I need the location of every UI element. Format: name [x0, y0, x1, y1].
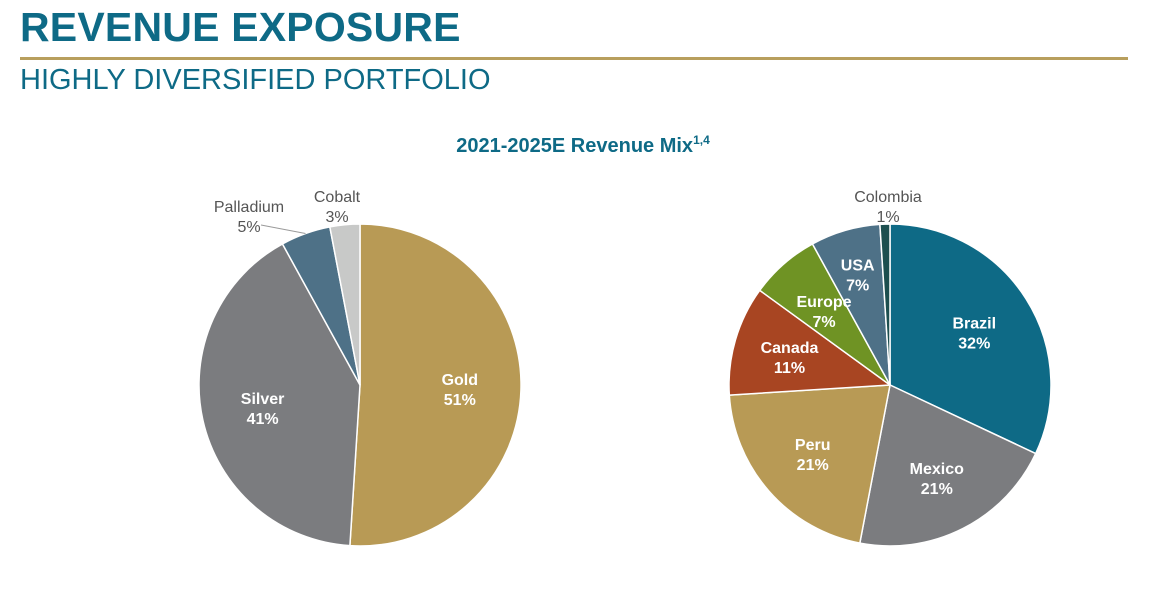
- slice-label-silver: Silver 41%: [241, 391, 285, 428]
- leader-line-palladium: [260, 224, 306, 234]
- page-title: REVENUE EXPOSURE: [20, 4, 461, 50]
- slice-label-colombia: Colombia 1%: [854, 189, 922, 226]
- pie-slice-gold: [349, 223, 522, 547]
- pie-slice-silver: [198, 242, 361, 547]
- slice-label-peru: Peru 21%: [795, 437, 831, 474]
- chart-title-footnote: 1,4: [693, 133, 710, 147]
- title-divider: [20, 57, 1128, 60]
- pie-slice-mexico: [858, 383, 1037, 547]
- slice-label-canada: Canada 11%: [761, 340, 819, 377]
- slice-label-europe: Europe 7%: [796, 294, 851, 331]
- page-subtitle: HIGHLY DIVERSIFIED PORTFOLIO: [20, 64, 491, 96]
- slice-label-brazil: Brazil 32%: [953, 316, 997, 353]
- slice-label-palladium: Palladium 5%: [214, 199, 284, 236]
- pie-slice-canada: [728, 289, 893, 396]
- chart-title-text: 2021-2025E Revenue Mix: [456, 135, 694, 157]
- slice-label-gold: Gold 51%: [442, 372, 478, 409]
- slice-label-mexico: Mexico 21%: [910, 461, 964, 498]
- slice-label-cobalt: Cobalt 3%: [314, 189, 361, 226]
- pie-slice-peru: [728, 384, 891, 545]
- pie-slice-brazil: [889, 223, 1052, 455]
- chart-title: 2021-2025E Revenue Mix1,4: [0, 133, 1166, 158]
- pie-slice-cobalt: [328, 223, 361, 386]
- pie-slice-colombia: [879, 223, 891, 386]
- slice-label-usa: USA 7%: [841, 258, 875, 295]
